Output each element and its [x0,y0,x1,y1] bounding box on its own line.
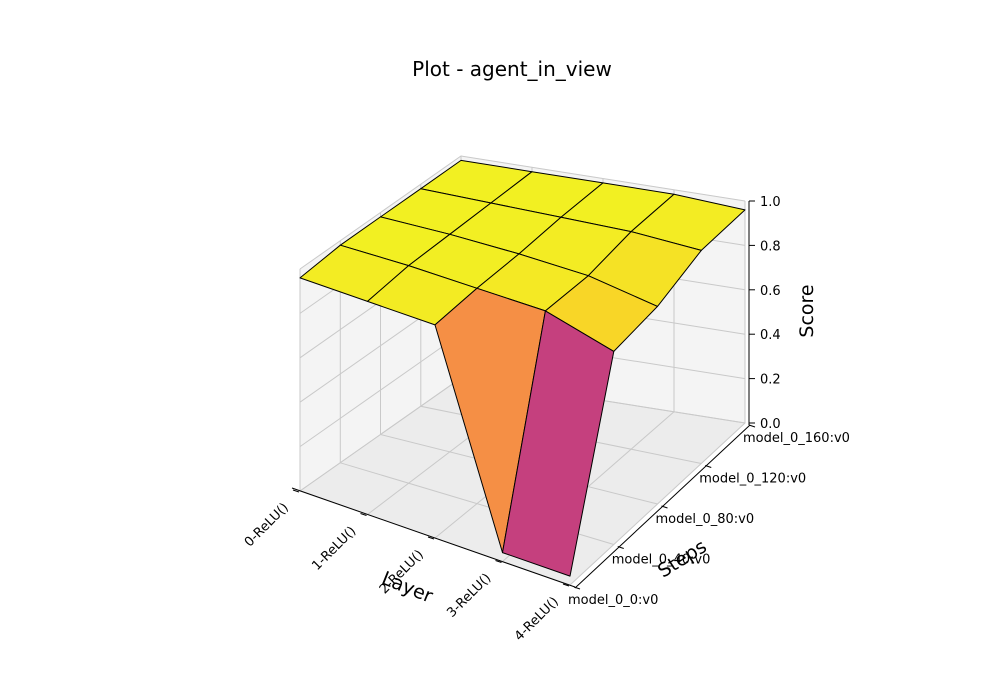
z-tick-label: 0.0 [760,417,781,432]
y-tick-mark [705,465,712,468]
z-axis-label: Score [796,284,818,337]
gridline-z [299,155,746,270]
y-tick-label: model_0_0:v0 [568,593,658,608]
z-tick-label: 0.2 [760,373,781,388]
y-tick-mark [661,505,668,509]
y-axis-label: Steps [654,535,711,582]
z-tick-label: 0.6 [760,284,781,299]
y-tick-label: model_0_160:v0 [743,431,850,446]
x-tick-mark [292,489,300,493]
y-tick-mark [748,424,756,428]
surface-patch [502,310,615,577]
z-tick-label: 0.8 [760,239,781,254]
chart-title: Plot - agent_in_view [412,57,612,81]
y-tick-label: model_0_40:v0 [612,553,711,568]
z-tick-label: 0.4 [760,328,781,343]
y-tick-mark [617,546,624,549]
y-tick-label: model_0_120:v0 [699,472,806,487]
x-tick-mark [427,536,435,540]
surface-mesh [299,159,746,577]
x-tick-mark [495,560,502,563]
x-tick-label: 4-ReLU() [512,594,562,644]
z-tick-label: 1.0 [760,195,781,210]
x-tick-label: 0-ReLU() [242,500,292,550]
x-tick-label: 3-ReLU() [444,571,494,621]
x-tick-mark [562,583,570,587]
y-tick-label: model_0_80:v0 [656,512,755,527]
axis-lines [291,200,756,590]
y-tick-mark [573,586,581,590]
x-tick-label: 1-ReLU() [309,524,359,574]
x-tick-mark [360,513,367,516]
x-axis-line [291,487,576,588]
